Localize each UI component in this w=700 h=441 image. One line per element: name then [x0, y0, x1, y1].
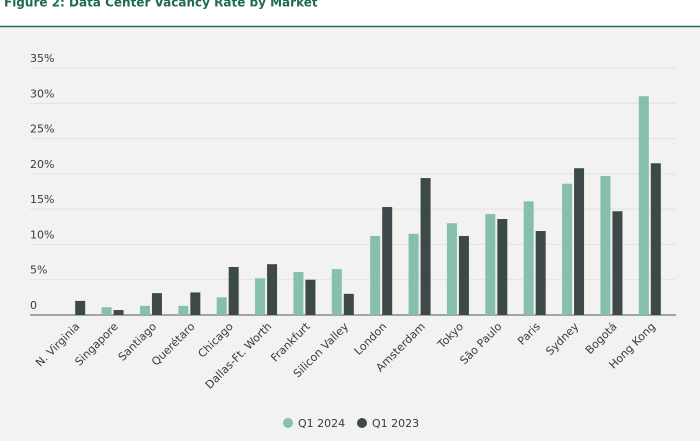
bar [408, 233, 419, 315]
legend-label: Q1 2024 [298, 417, 345, 430]
y-tick-label: 35% [30, 52, 54, 65]
y-tick-label: 5% [30, 264, 47, 277]
bar [343, 293, 354, 315]
legend-swatch [357, 418, 367, 428]
bar [267, 264, 278, 315]
bar [446, 223, 457, 315]
bar [600, 175, 611, 315]
bar [151, 293, 162, 315]
bar [535, 231, 546, 315]
bar [485, 214, 496, 315]
panel [0, 27, 700, 441]
bar [562, 183, 573, 315]
bar [101, 307, 112, 315]
legend-swatch [283, 418, 293, 428]
bar [497, 219, 508, 315]
y-tick-label: 0 [30, 299, 37, 312]
bar [293, 271, 304, 315]
bar [139, 305, 150, 315]
bar [178, 305, 189, 315]
bar [255, 278, 266, 315]
legend-label: Q1 2023 [372, 417, 419, 430]
bar [113, 310, 124, 315]
y-tick-label: 25% [30, 123, 54, 136]
bar [370, 235, 381, 315]
bar [75, 300, 86, 315]
bar [190, 292, 201, 315]
y-tick-label: 20% [30, 158, 54, 171]
chart-title: Figure 2: Data Center Vacancy Rate by Ma… [4, 0, 318, 10]
bar [420, 178, 431, 315]
bar [305, 279, 316, 315]
y-tick-label: 10% [30, 228, 54, 241]
y-tick-label: 30% [30, 87, 54, 100]
bar [650, 163, 661, 315]
bar [458, 235, 469, 315]
bar [612, 211, 623, 315]
bar [638, 96, 649, 315]
bar [331, 269, 342, 315]
bar [523, 201, 534, 315]
bar [228, 267, 239, 315]
bar [382, 207, 393, 315]
y-tick-label: 15% [30, 193, 54, 206]
bar [574, 168, 585, 315]
bar [216, 297, 227, 315]
